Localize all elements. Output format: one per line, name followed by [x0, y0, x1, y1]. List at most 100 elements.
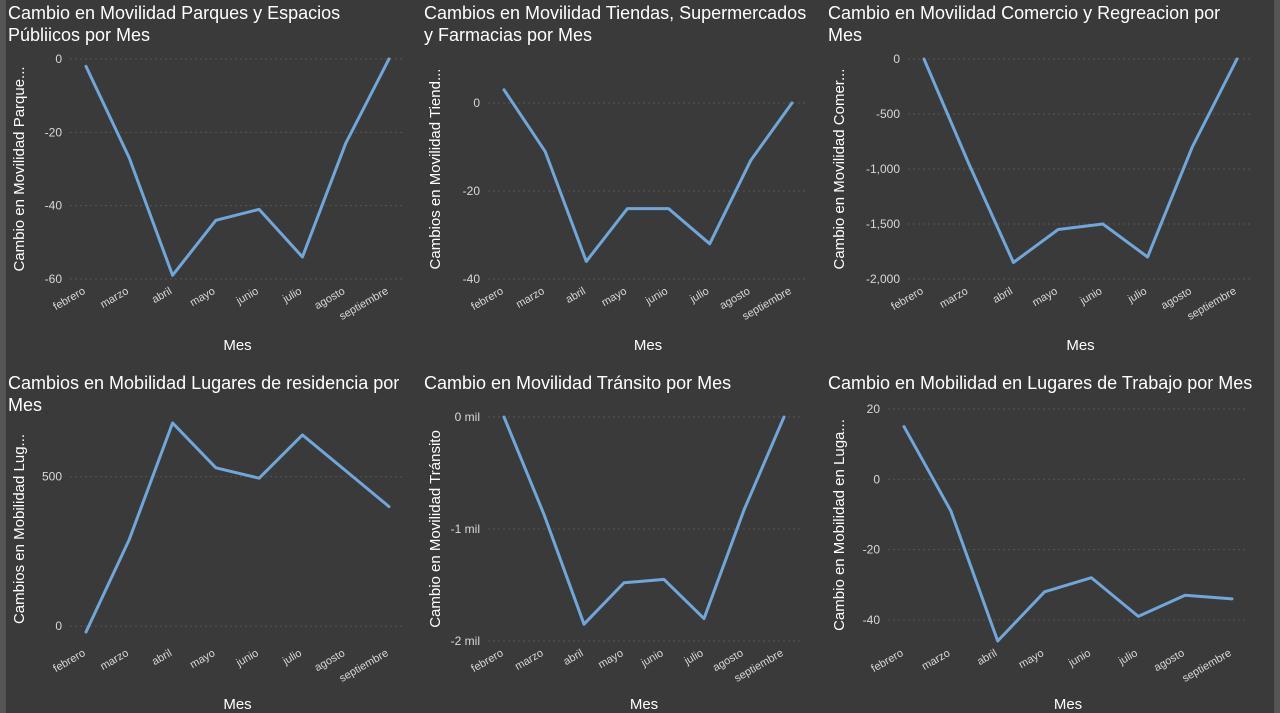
- chart-panel-trabajo[interactable]: 20 0 -20 -40 febrero marzo abril mayo junio julio…: [828, 372, 1273, 713]
- chart-title: Cambio en Mobilidad en Lugares de Trabaj…: [828, 373, 1253, 393]
- chart-title: Cambio en Movilidad Tránsito por Mes: [424, 373, 732, 393]
- data-point[interactable]: [1097, 218, 1109, 230]
- data-point[interactable]: [340, 137, 352, 149]
- data-point[interactable]: [1132, 610, 1144, 622]
- data-point[interactable]: [1052, 224, 1064, 236]
- data-point[interactable]: [80, 60, 92, 72]
- chart-panel-comercio[interactable]: 0 -500 -1,000 -1,500 -2,000 febrero marzo abril…: [828, 2, 1273, 354]
- y-tick-label: 20: [867, 402, 881, 416]
- chart-panel-transito[interactable]: 0 mil -1 mil -2 mil febrero marzo abril mayo ju…: [424, 372, 824, 713]
- data-point[interactable]: [1231, 53, 1243, 65]
- y-axis-label: Cambios en Movilidad Tiend...: [427, 69, 444, 270]
- data-point[interactable]: [1142, 251, 1154, 263]
- data-point[interactable]: [578, 618, 590, 630]
- chart-title: Cambio en Movilidad Parques y Espacios P…: [8, 3, 341, 45]
- x-tick-label: julio: [280, 647, 304, 668]
- data-point[interactable]: [618, 577, 630, 589]
- data-point[interactable]: [167, 417, 179, 429]
- x-tick-label: marzo: [513, 647, 545, 673]
- series-line: [922, 57, 1239, 264]
- data-point[interactable]: [738, 504, 750, 516]
- chart-panel-residencia[interactable]: 0 500 febrero marzo abril mayo junio julio agost…: [8, 372, 408, 713]
- data-point[interactable]: [698, 613, 710, 625]
- data-point[interactable]: [210, 214, 222, 226]
- x-axis-label: Mes: [1066, 337, 1094, 354]
- x-tick-label: junio: [234, 285, 261, 308]
- chart-panel-tiendas[interactable]: 0 -20 -40 febrero marzo abril mayo junio julio ag…: [424, 2, 824, 354]
- data-point[interactable]: [80, 626, 92, 638]
- data-point[interactable]: [123, 152, 135, 164]
- y-axis-label: Cambio en Movilidad Tránsito: [427, 430, 444, 628]
- y-tick-label: -500: [876, 107, 900, 121]
- y-tick-label: 0: [55, 619, 62, 633]
- y-tick-label: -1,500: [866, 217, 900, 231]
- right-edge-bar: [1274, 0, 1280, 713]
- data-point[interactable]: [1186, 141, 1198, 153]
- x-tick-label: agosto: [1159, 285, 1194, 312]
- data-point[interactable]: [704, 238, 716, 250]
- data-point[interactable]: [253, 472, 265, 484]
- data-point[interactable]: [340, 465, 352, 477]
- y-tick-label: -20: [463, 184, 481, 198]
- data-point[interactable]: [945, 505, 957, 517]
- x-axis-label: Mes: [1054, 696, 1082, 713]
- x-tick-label: mayo: [1017, 647, 1046, 671]
- data-point[interactable]: [498, 411, 510, 423]
- data-point[interactable]: [253, 203, 265, 215]
- y-axis-label: Cambio en Movilidad Parque...: [11, 66, 28, 271]
- data-point[interactable]: [1007, 257, 1019, 269]
- x-tick-label: marzo: [514, 285, 546, 311]
- data-point[interactable]: [658, 573, 670, 585]
- data-point[interactable]: [1085, 572, 1097, 584]
- y-tick-label: -20: [45, 125, 63, 139]
- data-point[interactable]: [621, 203, 633, 215]
- y-tick-label: -20: [863, 543, 881, 557]
- data-point[interactable]: [498, 84, 510, 96]
- data-point[interactable]: [1179, 589, 1191, 601]
- data-point[interactable]: [167, 269, 179, 281]
- data-point[interactable]: [786, 97, 798, 109]
- data-point[interactable]: [539, 145, 551, 157]
- y-tick-label: -40: [45, 199, 63, 213]
- chart-panel-parques[interactable]: 0 -20 -40 -60 febrero marzo abril mayo junio juli…: [8, 2, 408, 354]
- data-point[interactable]: [210, 462, 222, 474]
- data-point[interactable]: [383, 501, 395, 513]
- data-point[interactable]: [538, 508, 550, 520]
- x-tick-label: abril: [150, 285, 174, 306]
- x-tick-label: julio: [1116, 647, 1140, 668]
- x-axis-label: Mes: [634, 337, 662, 354]
- x-tick-label: mayo: [188, 647, 217, 671]
- data-point[interactable]: [296, 429, 308, 441]
- data-point[interactable]: [1039, 586, 1051, 598]
- x-tick-label: agosto: [313, 285, 348, 312]
- data-point[interactable]: [992, 635, 1004, 647]
- data-point[interactable]: [918, 53, 930, 65]
- x-tick-label: abril: [150, 647, 174, 668]
- series-line: [84, 421, 391, 634]
- data-point[interactable]: [963, 158, 975, 170]
- x-tick-label: junio: [638, 647, 665, 670]
- data-point[interactable]: [383, 53, 395, 65]
- data-point[interactable]: [778, 411, 790, 423]
- y-tick-label: -40: [863, 613, 881, 627]
- data-point[interactable]: [1226, 593, 1238, 605]
- series-line: [502, 415, 786, 626]
- y-tick-label: -1,000: [866, 162, 900, 176]
- data-point[interactable]: [123, 533, 135, 545]
- data-point[interactable]: [663, 203, 675, 215]
- y-tick-label: 0 mil: [455, 410, 480, 424]
- x-tick-label: mayo: [600, 285, 629, 309]
- data-point[interactable]: [898, 421, 910, 433]
- y-tick-label: 0: [873, 472, 880, 486]
- series-line: [502, 88, 794, 263]
- data-point[interactable]: [296, 251, 308, 263]
- x-tick-label: febrero: [889, 285, 925, 313]
- chart-title: Cambios en Mobilidad Lugares de residenc…: [8, 373, 400, 415]
- y-axis-label: Cambio en Mobilidad en Luga...: [831, 419, 848, 631]
- data-point[interactable]: [580, 255, 592, 267]
- x-tick-label: abril: [991, 285, 1015, 306]
- data-point[interactable]: [745, 154, 757, 166]
- y-axis-label: Cambio en Movilidad Comer...: [831, 69, 848, 270]
